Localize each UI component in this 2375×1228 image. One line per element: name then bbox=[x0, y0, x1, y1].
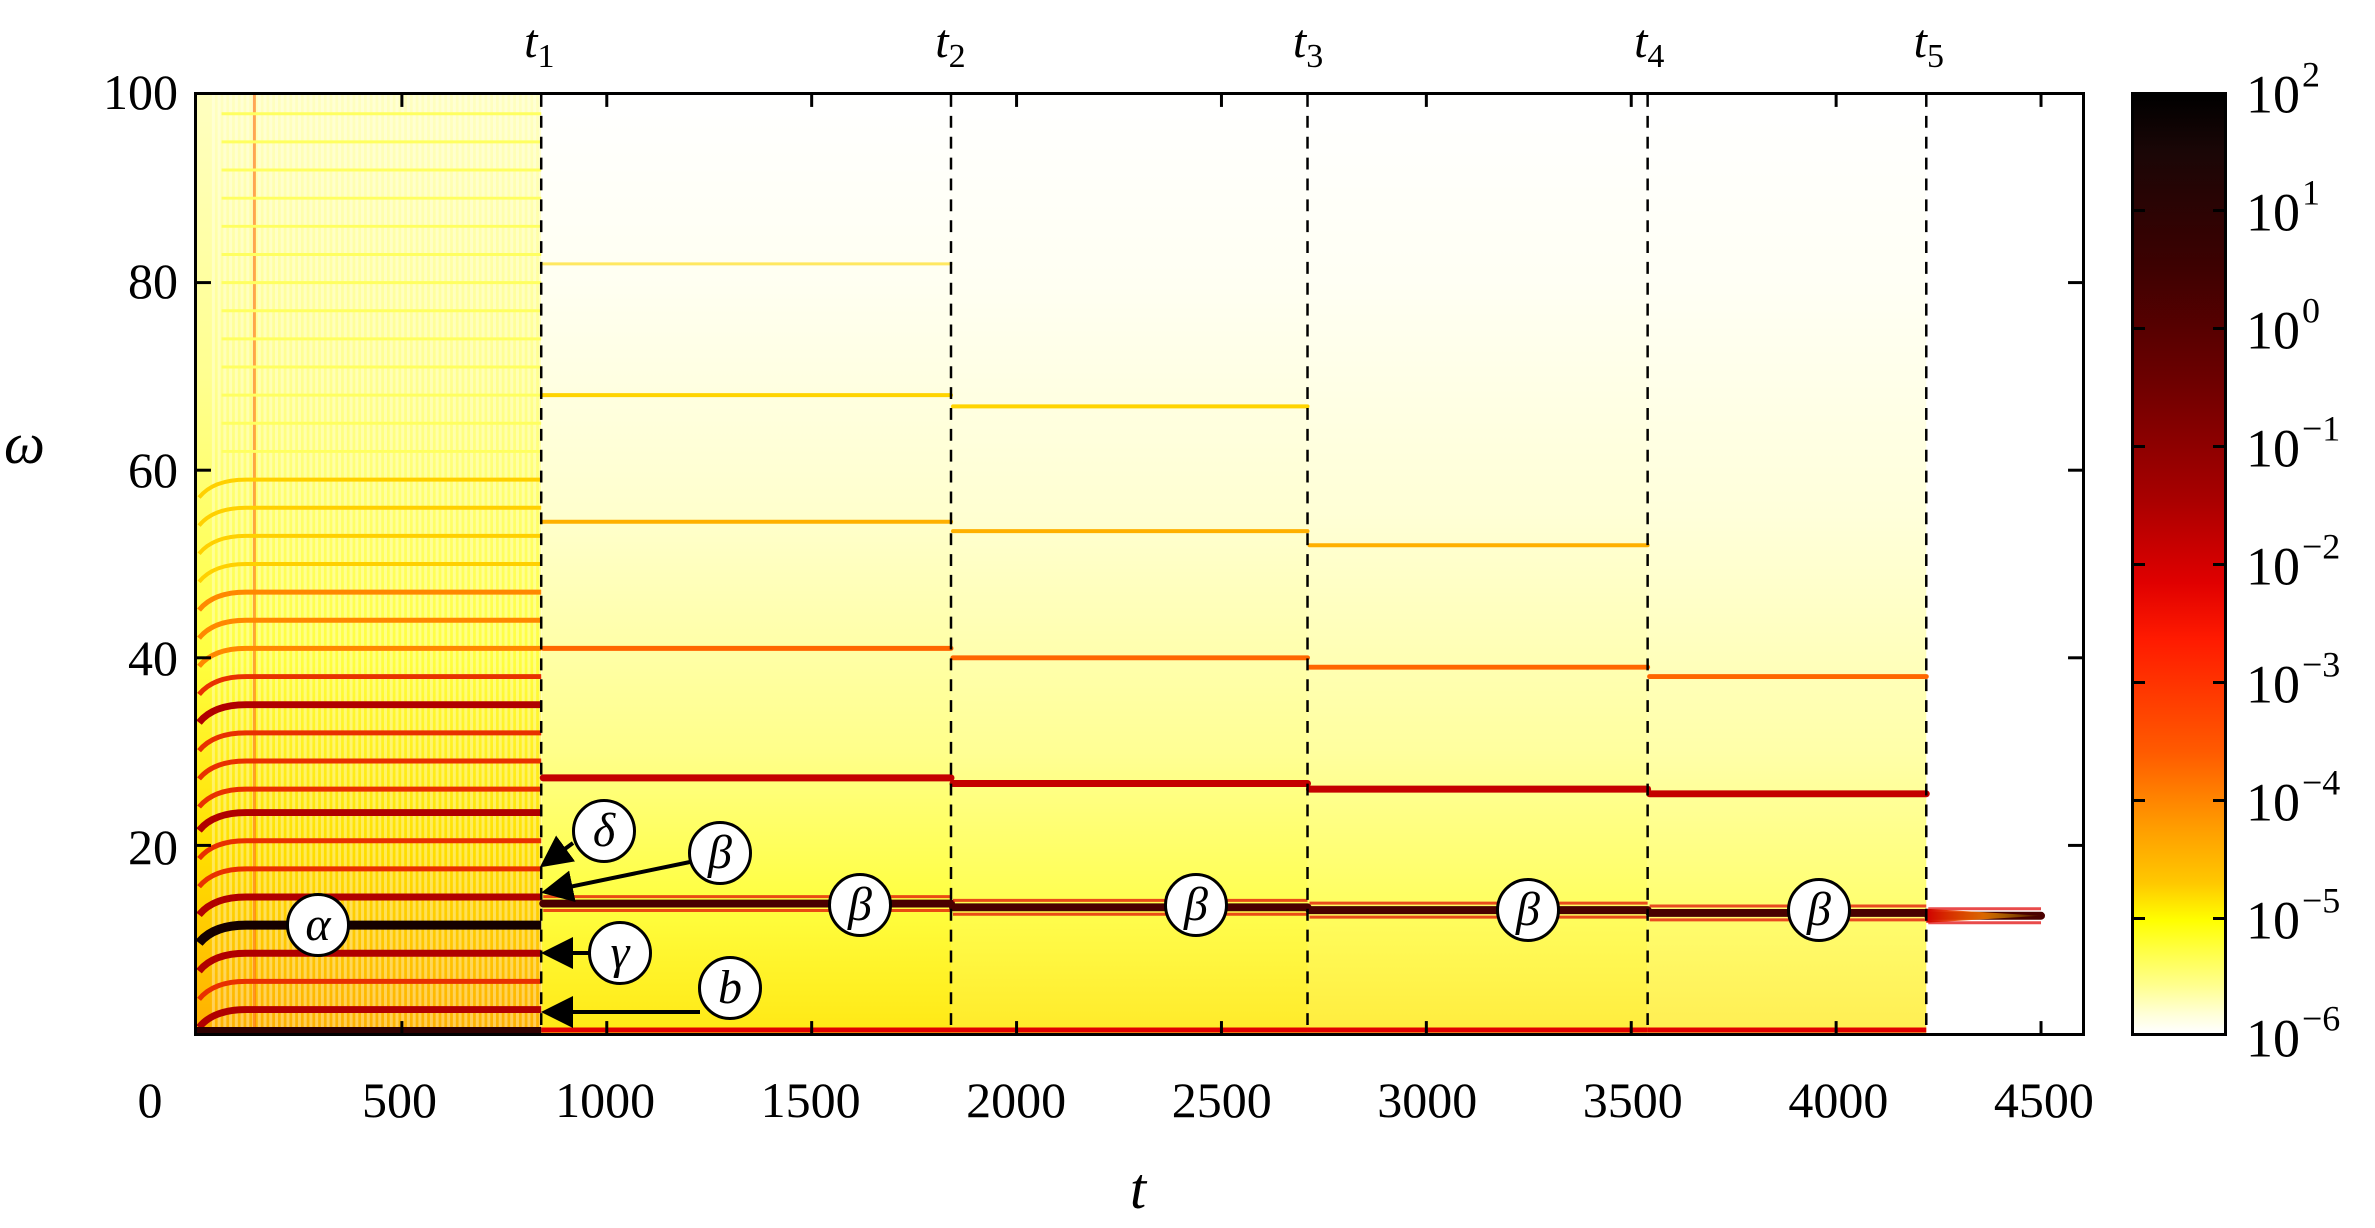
annotation-beta-segment-4: β bbox=[1787, 878, 1851, 942]
annotation-gamma: γ bbox=[588, 921, 652, 985]
colorbar-tick bbox=[2213, 799, 2227, 802]
colorbar-tick bbox=[2131, 799, 2145, 802]
colorbar-tick bbox=[2213, 209, 2227, 212]
colorbar-tick bbox=[2213, 563, 2227, 566]
y-tick-label: 40 bbox=[128, 630, 178, 687]
colorbar-tick bbox=[2131, 681, 2145, 684]
transition-label-t1: t1 bbox=[524, 15, 555, 75]
annotation-alpha: α bbox=[286, 893, 350, 957]
x-tick-label: 3500 bbox=[1582, 1072, 1683, 1128]
colorbar-label: 102 bbox=[2246, 54, 2320, 125]
y-tick-label: 20 bbox=[128, 819, 178, 876]
transition-label-t5: t5 bbox=[1913, 15, 1944, 75]
x-tick-label: 3000 bbox=[1377, 1072, 1478, 1128]
colorbar-label: 10−1 bbox=[2246, 408, 2341, 479]
annotation-beta-segment-2: β bbox=[1164, 873, 1228, 937]
colorbar-label: 10−5 bbox=[2246, 880, 2341, 951]
x-tick-label: 0 bbox=[137, 1072, 163, 1128]
x-tick-label: 4000 bbox=[1788, 1072, 1889, 1128]
annotation-beta-pointer: β bbox=[688, 821, 752, 885]
colorbar-label: 10−4 bbox=[2246, 762, 2341, 833]
transition-label-t2: t2 bbox=[935, 15, 966, 75]
colorbar-label: 10−3 bbox=[2246, 644, 2341, 715]
y-tick-label: 100 bbox=[103, 64, 178, 120]
x-tick-label: 500 bbox=[362, 1072, 438, 1128]
colorbar-tick bbox=[2213, 681, 2227, 684]
colorbar-tick bbox=[2131, 209, 2145, 212]
x-tick-label: 4500 bbox=[1993, 1072, 2094, 1128]
colorbar-tick bbox=[2213, 917, 2227, 920]
colorbar-tick bbox=[2213, 327, 2227, 330]
annotation-beta-segment-1: β bbox=[828, 873, 892, 937]
x-tick-label: 1000 bbox=[555, 1072, 656, 1128]
colorbar-label: 101 bbox=[2246, 172, 2320, 243]
colorbar-tick bbox=[2131, 327, 2145, 330]
colorbar-tick bbox=[2213, 445, 2227, 448]
colorbar-tick bbox=[2131, 917, 2145, 920]
y-axis-title: ω bbox=[4, 411, 45, 476]
colorbar-label: 100 bbox=[2246, 290, 2320, 361]
y-tick-label: 60 bbox=[128, 441, 178, 498]
x-tick-label: 2000 bbox=[966, 1072, 1067, 1128]
x-axis-title: t bbox=[1130, 1156, 1147, 1221]
y-tick-label: 80 bbox=[128, 252, 178, 309]
transition-label-t4: t4 bbox=[1634, 15, 1665, 75]
transition-label-t3: t3 bbox=[1292, 15, 1324, 75]
x-tick-label: 1500 bbox=[760, 1072, 861, 1128]
colorbar-tick bbox=[2131, 445, 2145, 448]
annotation-beta-segment-3: β bbox=[1496, 878, 1560, 942]
colorbar-label: 10−6 bbox=[2246, 998, 2341, 1069]
annotation-b: b bbox=[698, 956, 762, 1020]
colorbar-tick bbox=[2131, 563, 2145, 566]
annotation-delta: δ bbox=[572, 799, 636, 863]
x-tick-label: 2500 bbox=[1171, 1072, 1272, 1128]
colorbar-label: 10−2 bbox=[2246, 526, 2341, 597]
